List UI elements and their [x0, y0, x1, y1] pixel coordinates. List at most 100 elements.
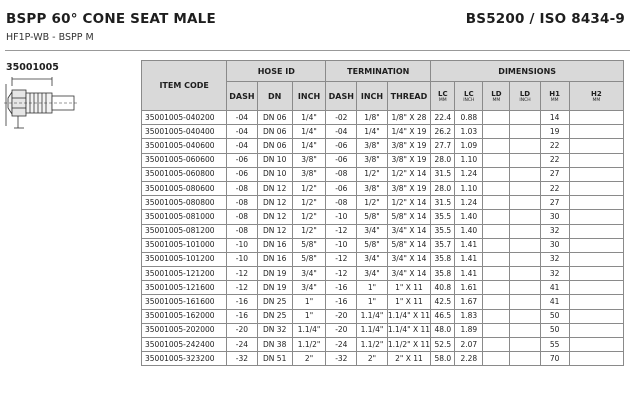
cell-hose-inch: 1.1/2": [291, 336, 327, 353]
cell-h2-mm: [568, 124, 625, 140]
cell-hose-dash: -10: [226, 251, 258, 268]
cell-term-inch: 3/4": [356, 266, 388, 282]
cell-h2-mm: [568, 351, 625, 367]
cell-item-code: 35001005-101000: [140, 237, 228, 253]
cell-thread: 1/2" X 14: [386, 195, 432, 211]
cell-thread: 1/4" X 19: [386, 124, 432, 140]
cell-ld-mm: [482, 294, 511, 310]
cell-h2-mm: [568, 294, 625, 310]
cell-lc-mm: 27.7: [430, 138, 456, 154]
cell-h1-mm: 27: [539, 166, 570, 182]
cell-lc-mm: 48.0: [430, 322, 456, 339]
cell-hose-dn: DN 12: [256, 180, 293, 197]
cell-lc-mm: 52.5: [430, 336, 456, 353]
cell-hose-inch: 1/4": [291, 138, 327, 154]
cell-term-inch: 1.1/4": [356, 322, 388, 339]
cell-item-code: 35001005-080800: [140, 195, 228, 211]
cell-hose-dn: DN 51: [256, 351, 293, 367]
cell-ld-mm: [482, 195, 511, 211]
cell-ld-mm: [482, 223, 511, 239]
cell-term-dash: -10: [325, 209, 358, 225]
cell-lc-inch: 0.88: [454, 109, 484, 126]
header-lc-inch: LC INCH: [454, 81, 484, 111]
cell-ld-mm: [482, 322, 511, 339]
header-group-termination: TERMINATION: [325, 60, 432, 82]
cell-lc-inch: 1.41: [454, 251, 484, 268]
cell-lc-mm: 26.2: [430, 124, 456, 140]
cell-hose-dash: -04: [226, 124, 258, 140]
cell-lc-inch: 1.40: [454, 209, 484, 225]
cell-h2-mm: [568, 109, 625, 126]
cell-hose-dash: -16: [226, 308, 258, 324]
cell-hose-dash: -20: [226, 322, 258, 339]
cell-hose-dash: -04: [226, 109, 258, 126]
cell-item-code: 35001005-323200: [140, 351, 228, 367]
cell-hose-dn: DN 06: [256, 124, 293, 140]
cell-item-code: 35001005-040600: [140, 138, 228, 154]
cell-term-dash: -24: [325, 336, 358, 353]
cell-hose-inch: 5/8": [291, 251, 327, 268]
header-hose-inch: INCH: [291, 81, 327, 111]
header-term-inch: INCH: [356, 81, 388, 111]
cell-term-dash: -06: [325, 138, 358, 154]
cell-item-code: 35001005-080600: [140, 180, 228, 197]
cell-item-code: 35001005-040400: [140, 124, 228, 140]
cell-ld-inch: [509, 152, 541, 168]
header-group-dimensions: DIMENSIONS: [430, 60, 624, 82]
header-lc-mm: LC MM: [430, 81, 456, 111]
cell-hose-dash: -08: [226, 223, 258, 239]
cell-lc-mm: 35.7: [430, 237, 456, 253]
cell-ld-inch: [509, 195, 541, 211]
cell-term-dash: -06: [325, 152, 358, 168]
cell-h1-mm: 70: [539, 351, 570, 367]
page-subtitle: HF1P-WB - BSPP M: [6, 32, 94, 43]
cell-hose-dash: -16: [226, 294, 258, 310]
cell-h1-mm: 55: [539, 336, 570, 353]
cell-term-dash: -10: [325, 237, 358, 253]
cell-term-dash: -04: [325, 124, 358, 140]
fitting-drawing-icon: [4, 77, 78, 129]
table-row: 35001005-323200 -32 DN 51 2" -32 2" 2" X 11 58.…: [140, 351, 625, 367]
cell-hose-dn: DN 06: [256, 138, 293, 154]
cell-item-code: 35001005-121200: [140, 266, 228, 282]
cell-ld-mm: [482, 124, 511, 140]
cell-term-inch: 3/8": [356, 152, 388, 168]
table-row: 35001005-080600 -08 DN 12 1/2" -06 3/8" 3/8" X…: [140, 180, 625, 197]
cell-term-dash: -12: [325, 266, 358, 282]
cell-ld-inch: [509, 294, 541, 310]
cell-term-dash: -32: [325, 351, 358, 367]
cell-thread: 3/8" X 19: [386, 180, 432, 197]
cell-hose-inch: 1/2": [291, 195, 327, 211]
cell-ld-inch: [509, 336, 541, 353]
cell-term-dash: -16: [325, 294, 358, 310]
table-row: 35001005-242400 -24 DN 38 1.1/2" -24 1.1/2" 1.…: [140, 336, 625, 353]
cell-lc-inch: 1.09: [454, 138, 484, 154]
cell-term-inch: 3/4": [356, 251, 388, 268]
cell-thread: 1.1/4" X 11: [386, 322, 432, 339]
cell-thread: 5/8" X 14: [386, 237, 432, 253]
cell-term-inch: 1/2": [356, 195, 388, 211]
table-row: 35001005-040200 -04 DN 06 1/4" -02 1/8" 1/8" X…: [140, 109, 625, 126]
cell-hose-dn: DN 10: [256, 166, 293, 182]
cell-item-code: 35001005-081000: [140, 209, 228, 225]
cell-hose-inch: 1.1/4": [291, 322, 327, 339]
cell-term-inch: 1": [356, 294, 388, 310]
cell-h1-mm: 27: [539, 195, 570, 211]
cell-term-inch: 3/4": [356, 223, 388, 239]
cell-ld-inch: [509, 180, 541, 197]
cell-hose-dn: DN 16: [256, 237, 293, 253]
cell-hose-dn: DN 12: [256, 195, 293, 211]
table-row: 35001005-121600 -12 DN 19 3/4" -16 1" 1" X 11 4…: [140, 280, 625, 296]
cell-lc-inch: 1.41: [454, 266, 484, 282]
cell-thread: 2" X 11: [386, 351, 432, 367]
cell-lc-mm: 31.5: [430, 195, 456, 211]
cell-term-inch: 5/8": [356, 237, 388, 253]
table-row: 35001005-081200 -08 DN 12 1/2" -12 3/4" 3/4" X…: [140, 223, 625, 239]
cell-ld-inch: [509, 351, 541, 367]
cell-lc-mm: 35.8: [430, 266, 456, 282]
cell-ld-mm: [482, 180, 511, 197]
cell-hose-dash: -06: [226, 166, 258, 182]
cell-h2-mm: [568, 322, 625, 339]
cell-hose-inch: 3/8": [291, 166, 327, 182]
cell-hose-dn: DN 16: [256, 251, 293, 268]
